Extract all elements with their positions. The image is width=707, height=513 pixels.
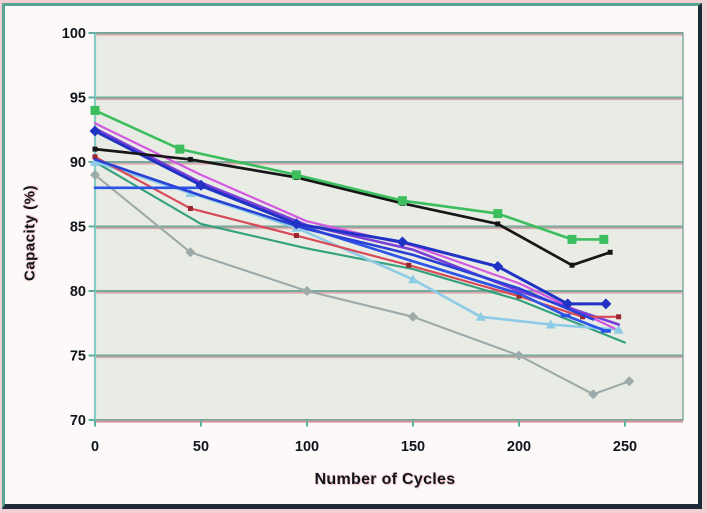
- marker-triangle-cyan-triangles: [545, 319, 556, 329]
- marker-diamond-navy-diamonds: [396, 236, 408, 248]
- x-tick-label: 50: [193, 439, 209, 455]
- y-tick-label: 95: [70, 91, 86, 107]
- marker-diamond-navy-diamonds: [600, 298, 612, 310]
- marker-square-red-squares: [293, 233, 299, 239]
- marker-square-black-squares: [187, 156, 193, 162]
- marker-square-red-squares: [580, 314, 586, 320]
- marker-dash-blue-dashes: [560, 313, 571, 318]
- marker-square-green-squares: [291, 170, 301, 180]
- marker-triangle-cyan-triangles: [408, 274, 418, 284]
- x-tick-label: 250: [613, 439, 637, 455]
- marker-square-red-squares: [187, 205, 193, 211]
- y-tick-label: 90: [70, 155, 86, 171]
- marker-diamond-gray-diamonds: [90, 169, 100, 180]
- marker-diamond-gray-diamonds: [588, 389, 599, 400]
- marker-square-green-squares: [175, 144, 185, 154]
- marker-diamond-navy-diamonds: [89, 125, 101, 137]
- marker-triangle-cyan-triangles: [90, 157, 100, 166]
- y-tick-label: 75: [70, 349, 86, 365]
- marker-square-green-squares: [567, 234, 577, 244]
- y-tick-label: 80: [70, 284, 86, 300]
- marker-diamond-gray-diamonds: [302, 286, 312, 296]
- marker-square-red-squares: [406, 262, 412, 268]
- marker-diamond-gray-diamonds: [514, 350, 524, 361]
- marker-square-black-squares: [607, 249, 613, 255]
- marker-square-red-squares: [92, 154, 98, 160]
- marker-diamond-gray-diamonds: [624, 376, 635, 387]
- marker-triangle-cyan-triangles: [475, 311, 486, 321]
- marker-diamond-gray-diamonds: [408, 311, 418, 322]
- marker-square-red-squares: [616, 314, 622, 320]
- series-line-royal-blue-line: [93, 158, 595, 321]
- series-line-sea-green-line: [93, 160, 627, 344]
- marker-square-black-squares: [92, 146, 98, 152]
- marker-diamond-navy-diamonds: [562, 298, 574, 310]
- marker-square-red-squares: [516, 293, 522, 299]
- marker-square-green-squares: [397, 196, 407, 206]
- y-axis-title: Capacity (%): [21, 184, 39, 282]
- x-tick-label: 0: [91, 439, 99, 455]
- y-tick-label: 70: [70, 413, 86, 429]
- marker-diamond-navy-diamonds: [492, 260, 504, 272]
- marker-square-black-squares: [495, 221, 501, 227]
- marker-square-green-squares: [599, 234, 609, 244]
- y-tick-label: 85: [70, 220, 86, 236]
- marker-triangle-cyan-triangles: [613, 324, 624, 334]
- marker-square-green-squares: [90, 105, 100, 115]
- x-axis-title: Number of Cycles: [314, 471, 456, 488]
- marker-diamond-navy-diamonds: [290, 218, 302, 230]
- marker-diamond-navy-diamonds: [195, 179, 207, 191]
- y-tick-label: 100: [62, 26, 86, 42]
- x-tick-label: 150: [401, 439, 425, 455]
- marker-square-black-squares: [569, 262, 575, 268]
- x-tick-label: 100: [295, 439, 319, 455]
- marker-dash-blue-dashes: [600, 329, 611, 333]
- marker-diamond-gray-diamonds: [185, 247, 196, 258]
- x-tick-label: 200: [507, 439, 531, 455]
- marker-square-green-squares: [493, 209, 503, 219]
